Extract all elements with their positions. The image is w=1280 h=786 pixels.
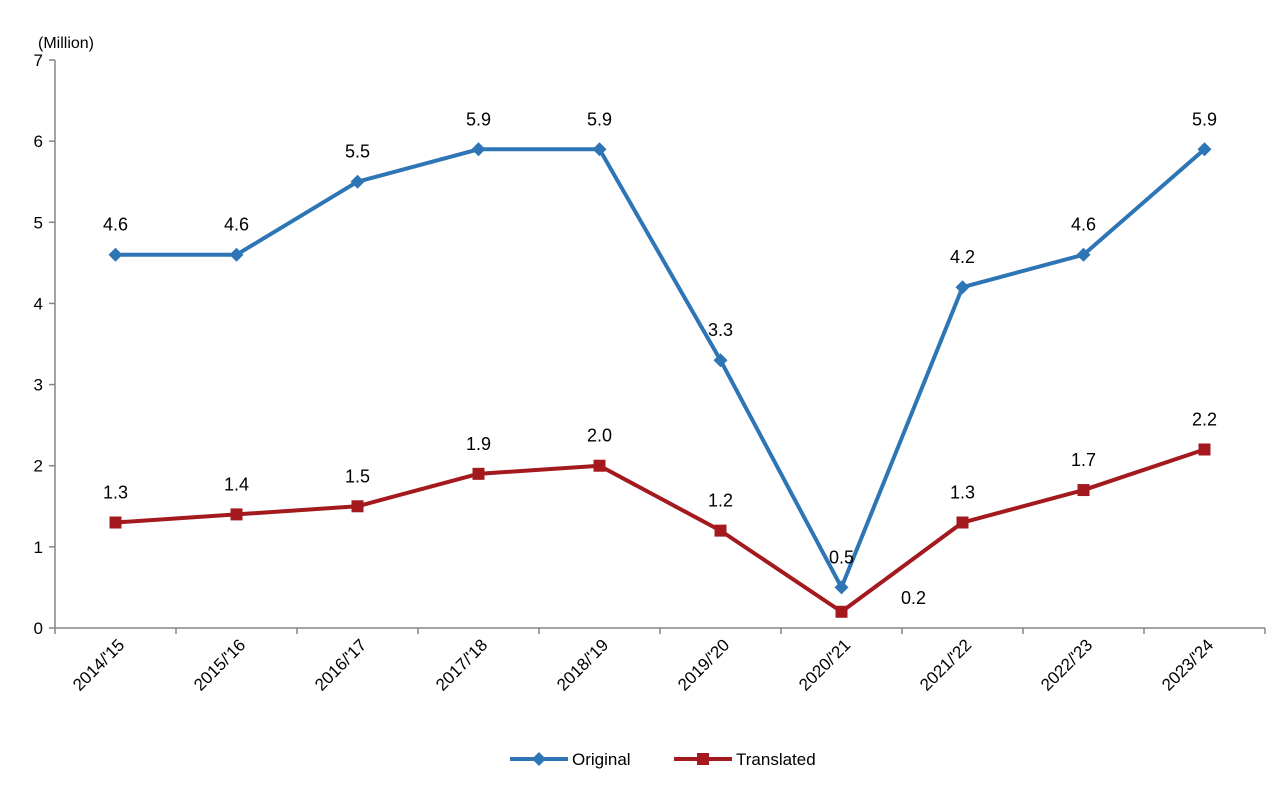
series-line-translated [115,447,1206,614]
data-label-translated: 1.9 [466,434,491,454]
data-label-original: 4.2 [950,247,975,267]
series-layer [108,142,1212,618]
x-tick-label: 2014/'15 [69,635,128,694]
y-tick-label: 7 [34,51,43,70]
data-label-original: 0.5 [829,547,854,567]
y-tick-label: 5 [34,213,43,232]
x-tick-label: 2018/'19 [553,635,612,694]
legend-swatch-marker [697,753,709,765]
data-label-original: 5.9 [466,109,491,129]
data-point-translated [351,500,364,513]
data-label-original: 4.6 [103,215,128,235]
legend-label: Translated [736,750,816,769]
y-tick-label: 3 [34,376,43,395]
legend-swatch-marker [532,752,546,766]
data-point-translated [1198,443,1211,456]
series-original [108,142,1212,595]
data-point-translated [835,605,848,618]
y-tick-label: 6 [34,132,43,151]
data-point-translated [230,508,243,521]
data-point-translated [714,524,727,537]
plot-area [54,60,1265,629]
data-point-original [834,580,849,595]
data-label-translated: 0.2 [901,588,926,608]
x-tick-label: 2019/'20 [674,635,733,694]
legend-label: Original [572,750,631,769]
data-point-translated [109,516,122,529]
data-point-original [713,353,728,368]
data-label-translated: 1.3 [103,483,128,503]
data-point-original [108,247,123,262]
data-point-original [471,142,486,157]
series-line-original [115,147,1206,590]
x-axis-ticks: 2014/'15 2015/'16 2016/'17 2017/'18 2018/'19… [54,628,1266,695]
legend: Original Translated [510,750,816,769]
data-label-original: 4.6 [224,215,249,235]
y-axis-ticks: 0 1 2 3 4 5 6 7 [34,51,55,638]
data-point-translated [472,467,485,480]
data-label-original: 5.9 [1192,109,1217,129]
data-labels: 4.6 4.6 5.5 5.9 5.9 3.3 0.5 4.2 4.6 5.9 1.3 1.4 1.5 1… [103,109,1217,608]
legend-item-translated: Translated [674,750,816,769]
x-tick-label: 2022/'23 [1037,635,1096,694]
data-label-original: 5.5 [345,142,370,162]
data-label-translated: 1.4 [224,474,249,494]
y-tick-label: 0 [34,619,43,638]
data-label-original: 4.6 [1071,215,1096,235]
data-point-original [592,142,607,157]
data-point-original [955,280,970,295]
data-label-translated: 1.2 [708,491,733,511]
data-label-original: 3.3 [708,320,733,340]
data-label-translated: 1.3 [950,483,975,503]
data-label-original: 5.9 [587,109,612,129]
data-point-translated [1077,484,1090,497]
x-tick-label: 2015/'16 [190,635,249,694]
data-point-original [1076,247,1091,262]
y-tick-label: 2 [34,457,43,476]
data-point-translated [956,516,969,529]
x-tick-label: 2023/'24 [1158,635,1217,694]
series-translated [109,443,1211,618]
legend-item-original: Original [510,750,631,769]
data-label-translated: 2.2 [1192,409,1217,429]
data-point-original [1197,142,1212,157]
y-tick-label: 4 [34,294,43,313]
data-point-translated [593,459,606,472]
x-tick-label: 2020/'21 [795,635,854,694]
x-tick-label: 2017/'18 [432,635,491,694]
data-label-translated: 1.7 [1071,450,1096,470]
data-point-original [350,174,365,189]
y-axis-unit-label: (Million) [38,35,94,52]
data-point-original [229,247,244,262]
x-tick-label: 2016/'17 [311,635,370,694]
y-tick-label: 1 [34,538,43,557]
data-label-translated: 1.5 [345,466,370,486]
x-tick-label: 2021/'22 [916,635,975,694]
data-label-translated: 2.0 [587,426,612,446]
